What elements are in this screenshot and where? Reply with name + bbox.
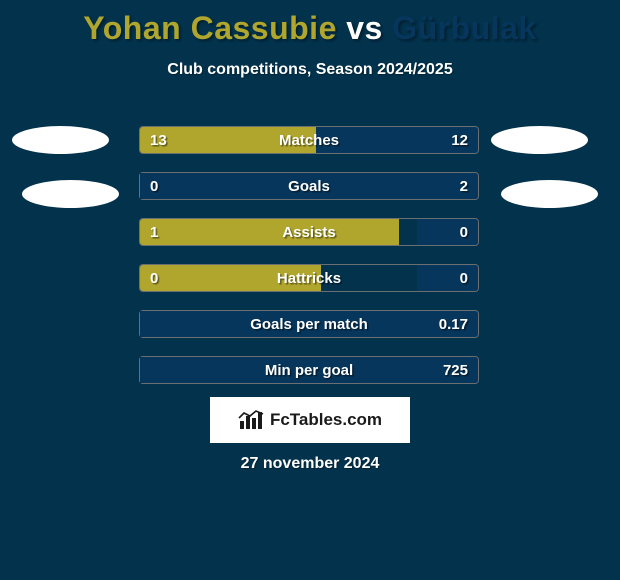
stat-label: Hattricks — [140, 265, 478, 293]
subtitle: Club competitions, Season 2024/2025 — [0, 61, 620, 79]
stat-label: Matches — [140, 127, 478, 155]
stats-arena: 13Matches120Goals21Assists00Hattricks0Go… — [0, 109, 620, 389]
player-badge-left1 — [12, 126, 109, 154]
vs-text: vs — [346, 10, 383, 46]
stat-label: Assists — [140, 219, 478, 247]
player1-name: Yohan Cassubie — [83, 10, 337, 46]
logo-text: FcTables.com — [270, 410, 382, 430]
stat-value-right: 2 — [460, 173, 468, 201]
stat-row-assists: 1Assists0 — [139, 218, 479, 246]
player-badge-left2 — [22, 180, 119, 208]
player2-name: Gürbulak — [392, 10, 536, 46]
stat-label: Min per goal — [140, 357, 478, 385]
stat-row-min-per-goal: Min per goal725 — [139, 356, 479, 384]
chart-icon — [238, 409, 264, 431]
stat-row-matches: 13Matches12 — [139, 126, 479, 154]
stat-value-right: 725 — [443, 357, 468, 385]
fctables-logo[interactable]: FcTables.com — [210, 397, 410, 443]
stat-value-right: 0.17 — [439, 311, 468, 339]
stat-row-hattricks: 0Hattricks0 — [139, 264, 479, 292]
stat-value-right: 12 — [451, 127, 468, 155]
stat-value-right: 0 — [460, 219, 468, 247]
stat-label: Goals per match — [140, 311, 478, 339]
stat-row-goals: 0Goals2 — [139, 172, 479, 200]
comparison-title: Yohan Cassubie vs Gürbulak — [0, 0, 620, 47]
player-badge-right1 — [491, 126, 588, 154]
stat-label: Goals — [140, 173, 478, 201]
player-badge-right2 — [501, 180, 598, 208]
stat-row-goals-per-match: Goals per match0.17 — [139, 310, 479, 338]
stat-value-right: 0 — [460, 265, 468, 293]
date-text: 27 november 2024 — [0, 455, 620, 473]
